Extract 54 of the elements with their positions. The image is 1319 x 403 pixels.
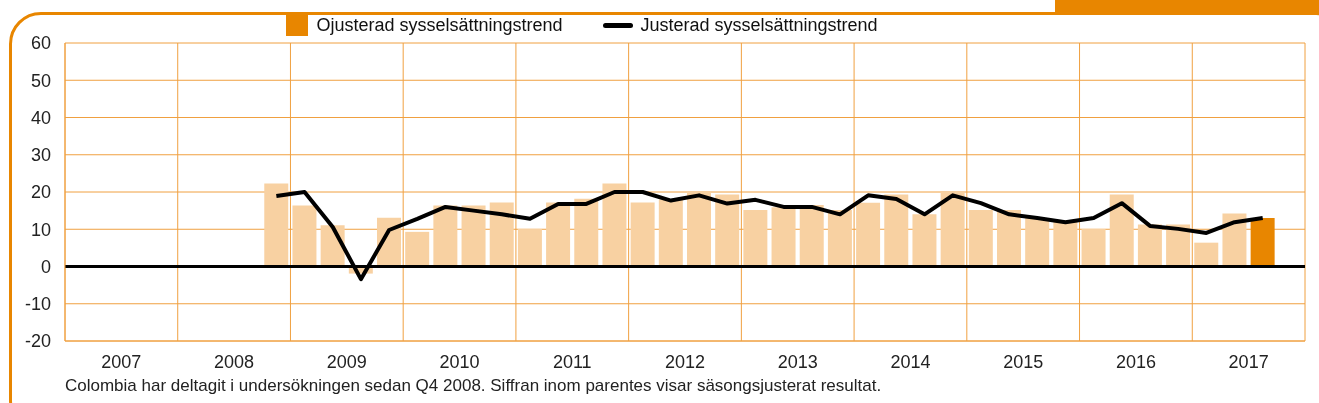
- bar: [687, 192, 711, 267]
- bar: [658, 199, 683, 267]
- bar: [884, 194, 909, 267]
- x-tick-label: 2012: [664, 351, 706, 372]
- bar: [743, 209, 768, 267]
- y-tick-label: 50: [30, 70, 51, 91]
- x-tick-label: 2008: [214, 351, 255, 372]
- x-tick-label: 2014: [890, 351, 931, 372]
- bar: [799, 205, 824, 267]
- x-tick-label: 2013: [777, 351, 818, 372]
- bar: [1053, 220, 1078, 267]
- bar: [912, 214, 937, 267]
- y-tick-label: -10: [24, 294, 51, 315]
- y-tick-label: 40: [30, 107, 51, 128]
- bar: [546, 202, 571, 267]
- x-tick-label: 2010: [439, 351, 480, 372]
- x-tick-label: 2017: [1228, 351, 1269, 372]
- bar: [715, 194, 740, 267]
- bar: [264, 183, 289, 267]
- bar: [405, 231, 430, 267]
- bar: [1250, 218, 1275, 267]
- bar: [968, 209, 993, 267]
- bar: [1081, 228, 1106, 267]
- bar: [574, 198, 599, 267]
- bar: [630, 202, 655, 267]
- x-tick-label: 2015: [1003, 351, 1044, 372]
- y-tick-label: 30: [30, 145, 51, 166]
- bar: [940, 192, 965, 267]
- bar: [1137, 224, 1162, 267]
- bar: [517, 228, 542, 267]
- bar: [1109, 194, 1134, 267]
- bar: [827, 209, 852, 267]
- legend-label: Justerad sysselsättningstrend: [640, 14, 878, 36]
- bar: [1025, 218, 1050, 267]
- bar: [856, 202, 881, 267]
- y-tick-label: 20: [30, 182, 51, 203]
- bar: [292, 205, 317, 267]
- bar: [433, 205, 458, 267]
- bar: [997, 209, 1021, 267]
- x-tick-label: 2011: [552, 351, 592, 372]
- bar: [771, 207, 796, 267]
- x-tick-label: 2009: [326, 351, 367, 372]
- x-tick-label: 2016: [1115, 351, 1156, 372]
- bar: [602, 183, 627, 267]
- bar: [461, 205, 486, 267]
- legend-label: Ojusterad sysselsättningstrend: [316, 14, 563, 36]
- y-tick-label: -20: [24, 331, 51, 352]
- y-tick-label: 10: [30, 219, 51, 240]
- text: Colombia har deltagit i undersökningen sedan Q4 2008. Siffran inom parentes visar säsongsjusterat resultat.: [65, 376, 882, 396]
- x-tick-label: 2007: [101, 351, 142, 372]
- y-tick-label: 60: [30, 33, 51, 54]
- bar: [489, 202, 514, 267]
- y-tick-label: 0: [40, 256, 51, 277]
- bar: [1194, 242, 1219, 267]
